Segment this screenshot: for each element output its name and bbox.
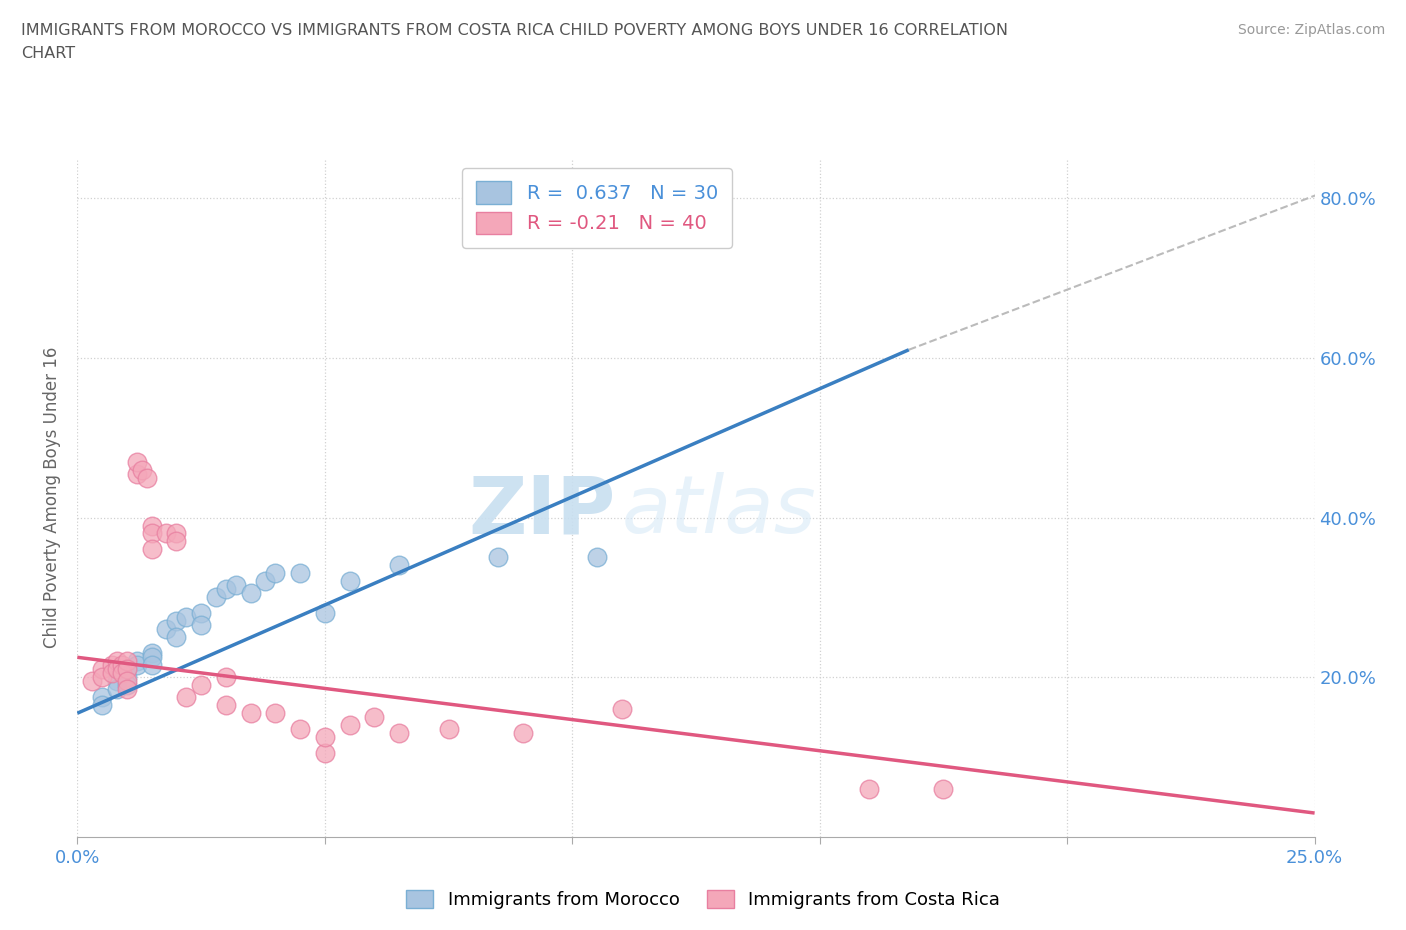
- Point: [254, 574, 277, 589]
- Point: [91, 690, 114, 705]
- Point: [141, 658, 163, 672]
- Point: [115, 654, 138, 669]
- Point: [314, 606, 336, 621]
- Point: [288, 722, 311, 737]
- Point: [115, 662, 138, 677]
- Point: [288, 566, 311, 581]
- Point: [190, 606, 212, 621]
- Point: [239, 586, 262, 601]
- Point: [190, 618, 212, 632]
- Point: [264, 706, 287, 721]
- Point: [610, 702, 633, 717]
- Point: [339, 718, 361, 733]
- Point: [225, 578, 247, 592]
- Text: CHART: CHART: [21, 46, 75, 61]
- Point: [205, 590, 228, 604]
- Point: [586, 550, 609, 565]
- Point: [101, 658, 124, 672]
- Point: [174, 610, 197, 625]
- Text: ZIP: ZIP: [468, 472, 616, 551]
- Point: [111, 666, 134, 681]
- Point: [141, 650, 163, 665]
- Point: [165, 526, 187, 541]
- Point: [388, 725, 411, 740]
- Legend: R =  0.637   N = 30, R = -0.21   N = 40: R = 0.637 N = 30, R = -0.21 N = 40: [463, 167, 731, 247]
- Point: [165, 614, 187, 629]
- Point: [105, 654, 128, 669]
- Point: [135, 471, 157, 485]
- Point: [215, 582, 238, 597]
- Point: [190, 678, 212, 693]
- Point: [165, 534, 187, 549]
- Point: [174, 690, 197, 705]
- Text: atlas: atlas: [621, 472, 817, 551]
- Point: [125, 454, 148, 469]
- Point: [155, 526, 177, 541]
- Point: [91, 662, 114, 677]
- Point: [105, 674, 128, 689]
- Point: [91, 698, 114, 712]
- Point: [486, 550, 509, 565]
- Point: [105, 662, 128, 677]
- Point: [111, 658, 134, 672]
- Point: [141, 526, 163, 541]
- Point: [115, 682, 138, 697]
- Point: [141, 542, 163, 557]
- Point: [264, 566, 287, 581]
- Point: [125, 658, 148, 672]
- Point: [339, 574, 361, 589]
- Point: [388, 558, 411, 573]
- Point: [165, 630, 187, 644]
- Point: [437, 722, 460, 737]
- Point: [858, 781, 880, 796]
- Point: [101, 666, 124, 681]
- Point: [215, 698, 238, 712]
- Point: [239, 706, 262, 721]
- Legend: Immigrants from Morocco, Immigrants from Costa Rica: Immigrants from Morocco, Immigrants from…: [399, 883, 1007, 916]
- Point: [82, 674, 104, 689]
- Point: [115, 678, 138, 693]
- Point: [91, 670, 114, 684]
- Point: [932, 781, 955, 796]
- Y-axis label: Child Poverty Among Boys Under 16: Child Poverty Among Boys Under 16: [44, 347, 62, 648]
- Point: [125, 654, 148, 669]
- Point: [215, 670, 238, 684]
- Point: [115, 662, 138, 677]
- Point: [105, 682, 128, 697]
- Point: [141, 518, 163, 533]
- Point: [314, 730, 336, 745]
- Point: [115, 674, 138, 689]
- Point: [125, 466, 148, 481]
- Point: [131, 462, 153, 477]
- Point: [314, 746, 336, 761]
- Point: [155, 622, 177, 637]
- Point: [115, 670, 138, 684]
- Point: [141, 645, 163, 660]
- Text: IMMIGRANTS FROM MOROCCO VS IMMIGRANTS FROM COSTA RICA CHILD POVERTY AMONG BOYS U: IMMIGRANTS FROM MOROCCO VS IMMIGRANTS FR…: [21, 23, 1008, 38]
- Text: Source: ZipAtlas.com: Source: ZipAtlas.com: [1237, 23, 1385, 37]
- Point: [363, 710, 385, 724]
- Point: [512, 725, 534, 740]
